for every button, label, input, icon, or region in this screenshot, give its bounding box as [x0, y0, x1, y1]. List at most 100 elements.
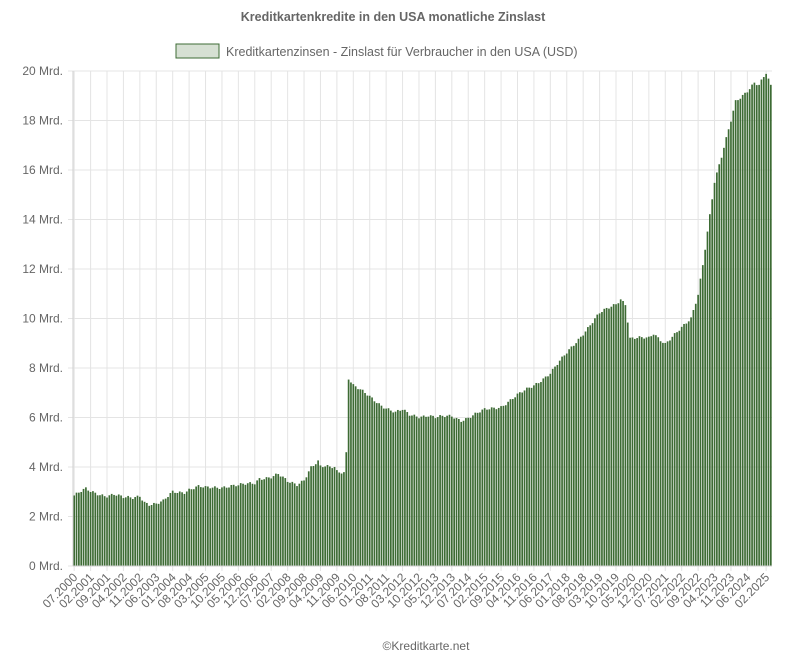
bar[interactable]	[690, 317, 692, 566]
bar[interactable]	[504, 405, 507, 566]
bar[interactable]	[80, 492, 83, 566]
bar[interactable]	[122, 498, 125, 566]
bar[interactable]	[709, 214, 711, 566]
bar[interactable]	[284, 478, 287, 566]
bar[interactable]	[652, 334, 655, 566]
bar[interactable]	[183, 493, 186, 566]
bar[interactable]	[472, 415, 474, 566]
bar[interactable]	[551, 368, 554, 566]
bar[interactable]	[270, 478, 273, 566]
bar[interactable]	[636, 338, 638, 566]
bar[interactable]	[401, 409, 404, 566]
bar[interactable]	[495, 409, 498, 566]
bar[interactable]	[251, 483, 254, 566]
bar[interactable]	[547, 376, 549, 566]
bar[interactable]	[434, 418, 437, 566]
bar[interactable]	[619, 299, 622, 566]
bar[interactable]	[678, 330, 681, 566]
bar[interactable]	[324, 466, 326, 566]
bar[interactable]	[413, 414, 416, 566]
bar[interactable]	[244, 484, 247, 566]
bar[interactable]	[629, 337, 631, 566]
bar[interactable]	[657, 337, 660, 566]
bar[interactable]	[366, 395, 369, 566]
bar[interactable]	[558, 360, 561, 566]
bar[interactable]	[73, 495, 76, 566]
bar[interactable]	[765, 73, 767, 566]
bar[interactable]	[443, 417, 446, 566]
bar[interactable]	[340, 473, 343, 566]
bar[interactable]	[246, 483, 249, 566]
bar[interactable]	[751, 84, 753, 566]
bar[interactable]	[680, 326, 683, 566]
bar[interactable]	[633, 338, 636, 566]
bar[interactable]	[319, 465, 322, 566]
bar[interactable]	[214, 486, 216, 566]
bar[interactable]	[253, 484, 256, 566]
bar[interactable]	[462, 420, 465, 566]
bar[interactable]	[176, 492, 179, 566]
bar[interactable]	[345, 452, 348, 566]
bar[interactable]	[648, 336, 650, 566]
bar[interactable]	[441, 415, 444, 566]
bar[interactable]	[110, 493, 113, 566]
bar[interactable]	[326, 465, 329, 566]
bar[interactable]	[291, 481, 294, 566]
bar[interactable]	[397, 409, 399, 566]
bar[interactable]	[732, 110, 735, 567]
bar[interactable]	[141, 500, 144, 566]
bar[interactable]	[479, 412, 481, 566]
bar[interactable]	[727, 129, 730, 566]
bar[interactable]	[146, 502, 148, 566]
bar[interactable]	[561, 356, 563, 566]
bar[interactable]	[739, 98, 742, 566]
bar[interactable]	[490, 407, 493, 566]
bar[interactable]	[256, 480, 258, 566]
bar[interactable]	[626, 322, 629, 566]
bar[interactable]	[298, 483, 301, 566]
bar[interactable]	[321, 467, 324, 566]
bar[interactable]	[704, 249, 706, 566]
bar[interactable]	[134, 497, 136, 566]
bar[interactable]	[216, 487, 219, 566]
bar[interactable]	[314, 464, 317, 566]
bar[interactable]	[329, 466, 331, 566]
bar[interactable]	[509, 399, 512, 566]
bar[interactable]	[101, 494, 104, 566]
bar[interactable]	[645, 337, 648, 566]
bar[interactable]	[94, 492, 97, 566]
bar[interactable]	[103, 496, 106, 566]
bar[interactable]	[594, 318, 596, 566]
bar[interactable]	[82, 488, 85, 566]
bar[interactable]	[263, 479, 266, 566]
bar[interactable]	[181, 492, 183, 566]
bar[interactable]	[605, 307, 608, 566]
bar[interactable]	[683, 323, 685, 566]
bar[interactable]	[655, 335, 657, 566]
bar[interactable]	[767, 78, 770, 566]
bar[interactable]	[455, 417, 458, 566]
bar[interactable]	[347, 379, 350, 566]
bar[interactable]	[610, 306, 613, 566]
bar[interactable]	[694, 303, 697, 566]
bar[interactable]	[572, 345, 575, 566]
bar[interactable]	[336, 470, 338, 566]
bar[interactable]	[730, 121, 732, 566]
bar[interactable]	[601, 312, 603, 566]
bar[interactable]	[143, 501, 146, 566]
bar[interactable]	[87, 490, 90, 566]
bar[interactable]	[357, 389, 359, 566]
bar[interactable]	[486, 409, 488, 566]
bar[interactable]	[277, 474, 280, 566]
bar[interactable]	[155, 503, 158, 566]
bar[interactable]	[669, 340, 671, 566]
bar[interactable]	[589, 325, 592, 566]
bar[interactable]	[387, 408, 390, 566]
bar[interactable]	[587, 327, 589, 566]
bar[interactable]	[565, 353, 568, 566]
bar[interactable]	[389, 410, 392, 566]
bar[interactable]	[333, 466, 336, 566]
bar[interactable]	[420, 416, 423, 566]
bar[interactable]	[575, 343, 577, 566]
bar[interactable]	[436, 417, 439, 566]
